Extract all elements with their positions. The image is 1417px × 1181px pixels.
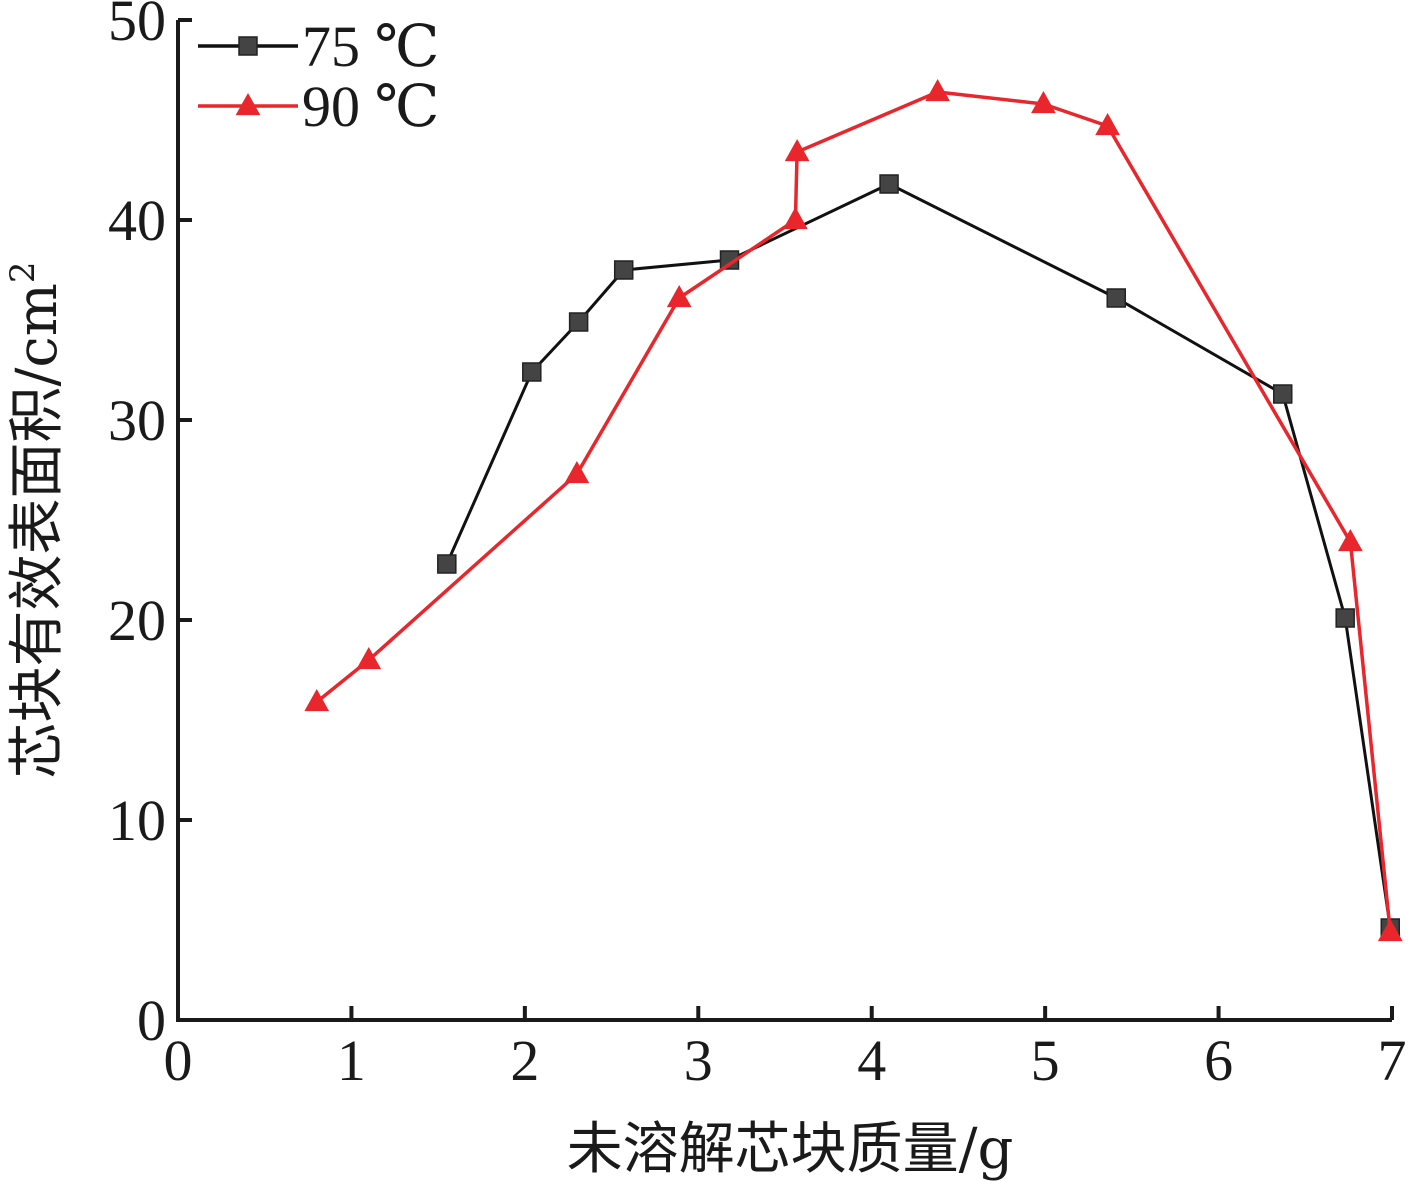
series-1 (304, 79, 1403, 942)
x-tick-label: 1 (337, 1028, 366, 1093)
data-point (925, 79, 950, 102)
data-point (522, 362, 542, 382)
data-point (783, 207, 808, 230)
data-point (1377, 919, 1403, 942)
data-point (1338, 529, 1363, 552)
y-axis-label-superscript: 2 (3, 262, 43, 284)
y-tick-label: 20 (108, 588, 166, 653)
x-tick-label: 2 (510, 1028, 539, 1093)
legend-label: 90 ℃ (302, 74, 439, 139)
x-tick-label: 3 (684, 1028, 713, 1093)
y-tick-label: 0 (137, 988, 166, 1053)
data-point (304, 689, 330, 712)
data-point (437, 554, 457, 574)
x-tick-label: 6 (1204, 1028, 1233, 1093)
series-line (315, 90, 1393, 933)
data-point (879, 174, 899, 194)
data-point (666, 285, 692, 308)
x-tick-label: 5 (1031, 1028, 1060, 1093)
y-tick-label: 40 (108, 188, 166, 253)
data-point (1335, 608, 1355, 628)
legend-entry: 90 ℃ (198, 74, 439, 139)
data-point (613, 260, 634, 280)
series-layer (304, 79, 1403, 942)
x-tick-label: 7 (1378, 1028, 1407, 1093)
data-point (356, 647, 382, 670)
x-tick-label: 0 (164, 1028, 193, 1093)
y-tick-label: 10 (108, 788, 166, 853)
data-point (568, 312, 589, 332)
x-tick-label: 4 (857, 1028, 886, 1093)
y-axis-label: 芯块有效表面积/cm2 (3, 262, 70, 779)
legend: 75 ℃90 ℃ (198, 14, 439, 139)
legend-entry: 75 ℃ (198, 14, 439, 79)
data-point (1031, 91, 1056, 114)
axes (176, 20, 1392, 1022)
series-line (445, 182, 1392, 929)
ticks: 0 1 2 3 4 5 6 7 0 10 20 30 40 50 (108, 0, 1407, 1093)
data-point (784, 139, 810, 162)
legend-label: 75 ℃ (302, 14, 439, 79)
data-point (1095, 113, 1120, 136)
x-axis-label: 未溶解芯块质量/g (567, 1117, 1014, 1181)
y-tick-label: 30 (108, 388, 166, 453)
series-0 (437, 174, 1401, 938)
data-point (1272, 384, 1293, 404)
data-point (564, 461, 590, 484)
y-axis-label-text: 芯块有效表面积/cm (5, 283, 70, 778)
legend-marker (235, 93, 261, 116)
y-tick-label: 50 (108, 0, 166, 53)
data-point (1106, 288, 1126, 308)
legend-marker (238, 36, 258, 56)
